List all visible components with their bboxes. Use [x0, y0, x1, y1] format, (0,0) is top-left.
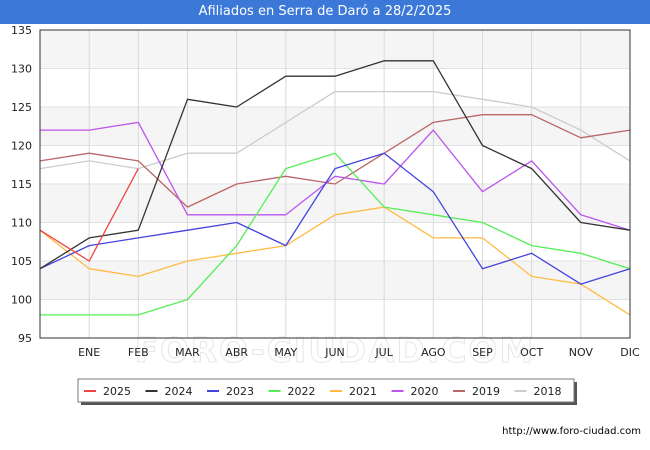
x-tick-label: FEB: [128, 346, 149, 359]
y-tick-label: 125: [11, 101, 32, 114]
source-credit: http://www.foro-ciudad.com: [502, 426, 641, 437]
y-tick-label: 95: [18, 332, 32, 345]
series-line-2022: [40, 152, 631, 316]
legend-label-2019: 2019: [472, 385, 500, 398]
legend-label-2024: 2024: [165, 385, 193, 398]
legend-label-2021: 2021: [349, 385, 377, 398]
series-line-2024: [39, 60, 631, 270]
legend-label-2018: 2018: [534, 385, 562, 398]
y-tick-label: 130: [11, 63, 32, 76]
y-tick-label: 105: [11, 255, 32, 268]
y-tick-label: 135: [11, 24, 32, 37]
x-tick-label: AGO: [421, 346, 446, 359]
x-tick-label: JUL: [374, 346, 393, 359]
legend-label-2023: 2023: [226, 385, 254, 398]
y-tick-label: 115: [11, 178, 32, 191]
x-tick-label: JUN: [324, 346, 345, 359]
y-tick-label: 110: [11, 217, 32, 230]
x-tick-label: SEP: [472, 346, 493, 359]
x-tick-label: OCT: [520, 346, 543, 359]
y-tick-label: 120: [11, 140, 32, 153]
legend-label-2025: 2025: [103, 385, 131, 398]
x-tick-label: NOV: [569, 346, 594, 359]
x-tick-label: MAY: [274, 346, 297, 359]
series-line-2021: [39, 206, 631, 316]
chart-title: Afiliados en Serra de Daró a 28/2/2025: [0, 0, 650, 24]
y-axis: 95 100 105 110 115 120 125 130 135: [11, 24, 32, 345]
x-tick-label: MAR: [175, 346, 200, 359]
x-axis: ENE FEB MAR ABR MAY JUN JUL AGO SEP OCT NOV DIC: [78, 346, 640, 359]
legend-box: [77, 378, 575, 403]
series-line-2020: [40, 121, 631, 231]
plot-border: [39, 29, 631, 339]
legend: 2025 2024 2023 2022 2021 2020 2019 2018: [77, 378, 577, 405]
legend-label-2020: 2020: [411, 385, 439, 398]
legend-label-2022: 2022: [288, 385, 316, 398]
series-lines: [39, 60, 631, 316]
x-tick-label: ABR: [225, 346, 248, 359]
x-tick-label: ENE: [78, 346, 100, 359]
x-tick-label: DIC: [620, 346, 640, 359]
series-line-2019: [39, 114, 631, 208]
series-line-2025: [39, 168, 139, 262]
y-tick-label: 100: [11, 294, 32, 307]
series-line-2023: [39, 152, 631, 285]
watermark-text: FORO-CIUDAD.COM: [135, 331, 536, 371]
